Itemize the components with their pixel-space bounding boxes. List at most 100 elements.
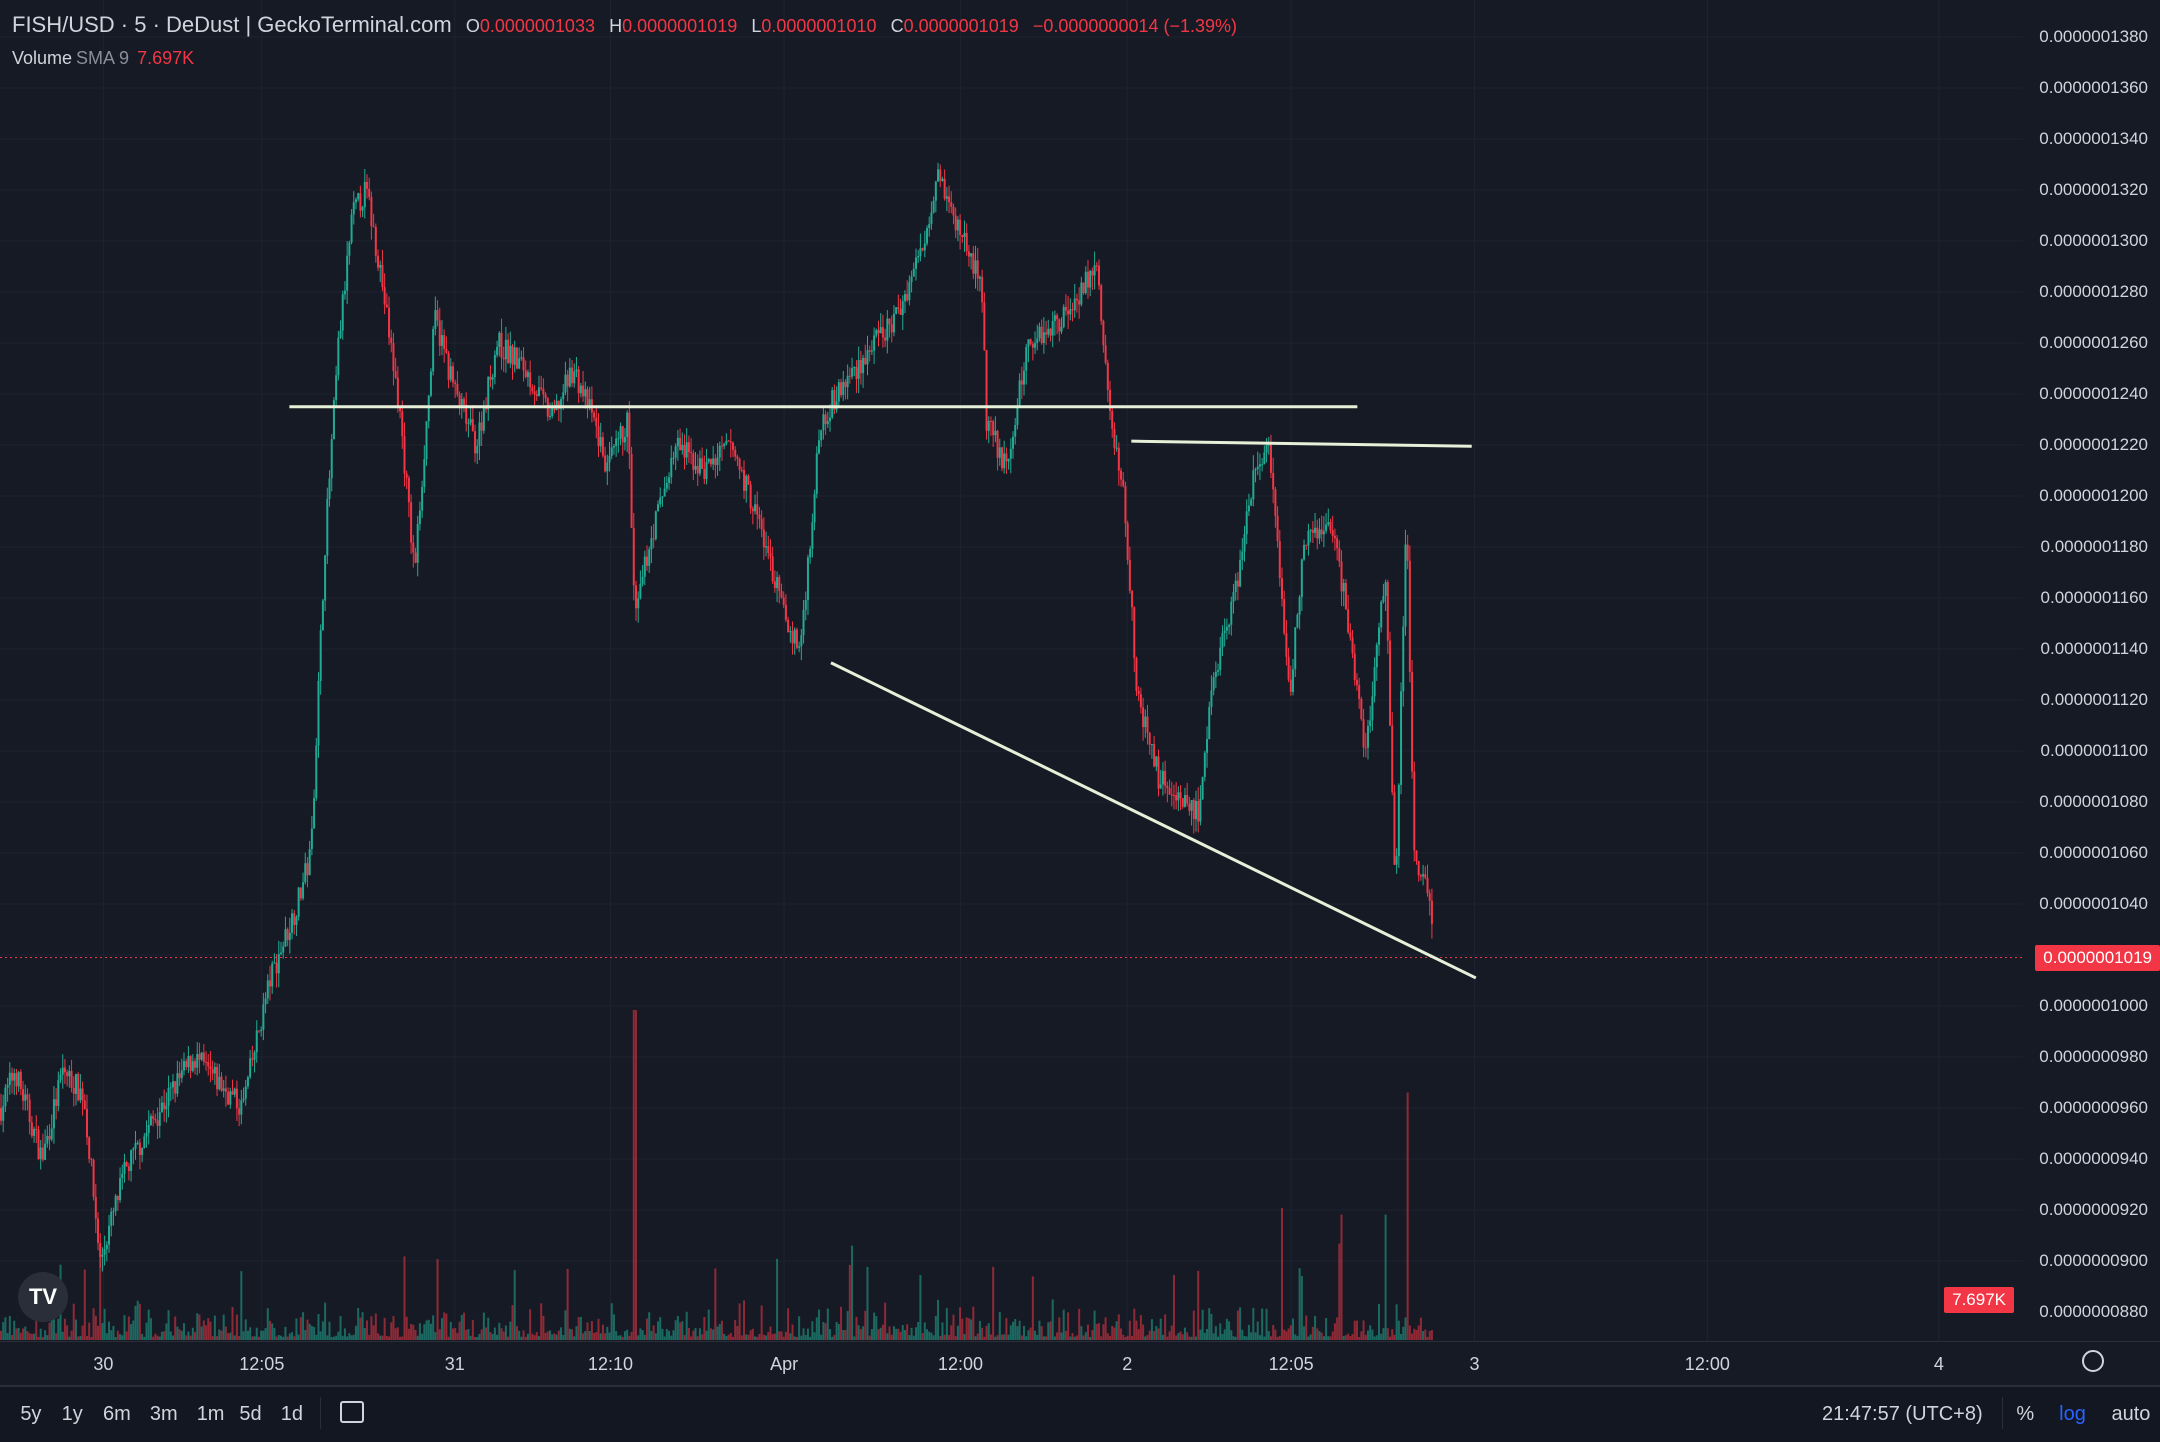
candle-body — [756, 504, 759, 515]
volume-bar — [1296, 1335, 1299, 1340]
candle-body — [813, 493, 816, 523]
volume-bar — [112, 1325, 115, 1340]
range-1d[interactable]: 1d — [280, 1403, 303, 1425]
candle-body — [1069, 309, 1072, 315]
volume-bar — [994, 1336, 997, 1340]
volume-bar — [399, 1336, 402, 1340]
candle-body — [244, 1086, 247, 1099]
price-chart[interactable] — [0, 0, 2023, 1341]
price-axis[interactable]: 0.0000001380 0.0000001360 0.0000001340 0.00… — [2023, 0, 2160, 1341]
candle-body — [630, 453, 633, 528]
candle-body — [582, 385, 585, 397]
candle-body — [654, 511, 657, 539]
candle-body — [396, 377, 399, 408]
volume-bar — [288, 1333, 291, 1340]
volume-bar — [308, 1323, 311, 1340]
volume-bar — [249, 1327, 252, 1340]
volume-bar — [103, 1308, 106, 1340]
candle-body — [1393, 792, 1396, 865]
date-range-icon[interactable] — [340, 1401, 364, 1423]
candle-body — [864, 357, 867, 365]
volume-bar — [1093, 1310, 1096, 1340]
symbol-title[interactable]: FISH/USD · 5 · DeDust | GeckoTerminal.co… — [12, 12, 452, 37]
volume-bar — [1005, 1318, 1008, 1340]
candle-body — [727, 440, 730, 442]
volume-bar — [712, 1329, 715, 1340]
volume-bar — [1411, 1333, 1414, 1340]
clock[interactable]: 21:47:57 (UTC+8) — [1822, 1403, 1983, 1425]
volume-bar — [1267, 1331, 1270, 1340]
candle-body — [1243, 534, 1246, 552]
candle-body — [509, 345, 512, 363]
volume-bar — [83, 1269, 86, 1340]
volume-bar — [646, 1318, 649, 1340]
volume-bar — [1395, 1304, 1398, 1340]
volume-bar — [601, 1324, 604, 1340]
candle-body — [1109, 389, 1112, 412]
candle-body — [696, 465, 699, 474]
tradingview-logo[interactable]: TV — [18, 1272, 68, 1322]
candle-body — [1122, 479, 1125, 487]
candle-body — [222, 1088, 225, 1091]
range-1y[interactable]: 1y — [61, 1403, 83, 1425]
volume-bar — [1265, 1308, 1268, 1340]
candle-body — [1104, 345, 1107, 363]
volume-bar — [141, 1333, 144, 1340]
candle-body — [720, 445, 723, 447]
candle-body — [410, 502, 413, 543]
candle-body — [1038, 326, 1041, 339]
candle-body — [1172, 795, 1175, 797]
candle-body — [52, 1099, 55, 1129]
volume-bar — [917, 1321, 920, 1340]
candle-body — [374, 226, 377, 256]
volume-bar — [456, 1333, 459, 1340]
volume-bar — [1274, 1329, 1277, 1340]
volume-bar — [1254, 1332, 1257, 1340]
candle-body — [50, 1128, 53, 1140]
candle-body — [207, 1061, 210, 1067]
volume-bar — [498, 1322, 501, 1340]
candle-body — [1406, 544, 1409, 561]
time-axis[interactable]: 30 12:05 31 12:10 Apr 12:00 2 12:05 3 12:00 4 — [0, 1341, 2160, 1386]
settings-icon[interactable] — [2082, 1350, 2104, 1372]
scale-auto-button[interactable]: auto — [2111, 1403, 2151, 1425]
volume-bar — [612, 1314, 615, 1340]
volume-bar — [537, 1336, 540, 1340]
candle-body — [1023, 370, 1026, 385]
price-tick: 0.0000001300 — [2039, 231, 2148, 250]
scale-log-button[interactable]: log — [2059, 1403, 2086, 1425]
volume-bar — [1082, 1335, 1085, 1340]
volume-bar — [1203, 1332, 1206, 1340]
candle-body — [615, 438, 618, 447]
scale-percent-button[interactable]: % — [2016, 1403, 2035, 1425]
volume-bar — [19, 1332, 22, 1340]
candle-body — [1294, 627, 1297, 670]
volume-bar — [436, 1259, 439, 1340]
range-1m[interactable]: 1m — [196, 1403, 225, 1425]
volume-bar — [388, 1336, 391, 1340]
range-6m[interactable]: 6m — [102, 1403, 131, 1425]
price-tick: 0.0000001360 — [2039, 78, 2148, 97]
candle-body — [471, 419, 474, 432]
price-tick: 0.0000001340 — [2039, 129, 2148, 148]
range-3m[interactable]: 3m — [149, 1403, 178, 1425]
candle-body — [489, 376, 492, 380]
volume-bar — [859, 1328, 862, 1340]
candle-body — [687, 442, 690, 453]
candle-body — [436, 310, 439, 321]
candle-body — [260, 1029, 263, 1032]
candle-body — [1329, 522, 1332, 531]
candle-body — [1049, 328, 1052, 336]
volume-legend[interactable]: Volume SMA 9 7.697K — [12, 48, 195, 68]
range-5y[interactable]: 5y — [20, 1403, 42, 1425]
volume-bar — [793, 1336, 796, 1340]
volume-bar — [526, 1333, 529, 1340]
candle-body — [507, 339, 510, 363]
volume-bar — [639, 1328, 642, 1340]
candle-body — [1333, 535, 1336, 539]
range-5d[interactable]: 5d — [239, 1403, 262, 1425]
candle-body — [623, 436, 626, 443]
candle-body — [795, 629, 798, 648]
volume-bar — [989, 1334, 992, 1340]
candle-body — [855, 367, 858, 379]
